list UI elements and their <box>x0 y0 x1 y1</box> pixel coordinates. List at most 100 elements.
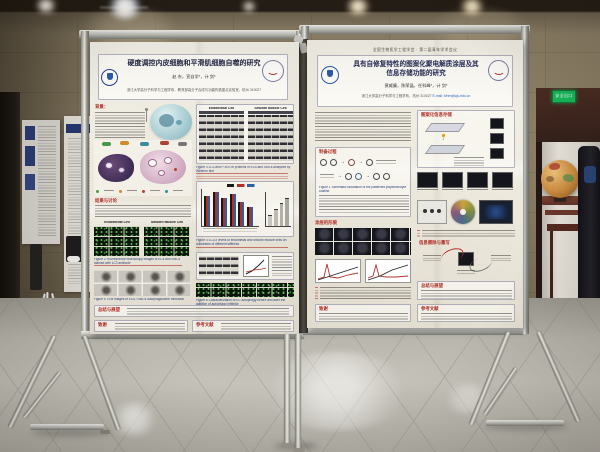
table-leg <box>550 231 553 299</box>
references-box: 参考文献 <box>192 320 294 332</box>
section-label-references: 参考文献 <box>196 322 214 327</box>
ceiling-light-flare <box>344 0 372 15</box>
ceiling-light-flare <box>34 0 58 13</box>
organelle <box>158 170 165 176</box>
acknowledgement-text <box>115 323 185 331</box>
stand-frame-top <box>299 25 530 34</box>
panel-side-text <box>272 256 292 276</box>
figure-caption: Figure 4 LC3-II levels of endothelial an… <box>196 239 287 246</box>
exit-sign: 安全出口 <box>552 90 576 103</box>
pattern-sample <box>490 133 504 144</box>
stand-frame-bottom <box>81 331 304 339</box>
reaction-arrow-icon: → <box>358 159 363 165</box>
table <box>545 210 600 215</box>
stand-leg <box>295 334 301 452</box>
mixed-figure-panel <box>196 252 294 280</box>
section-label-results: 结果与讨论 <box>95 198 117 203</box>
conference-seal-icon <box>262 60 284 82</box>
figure-caption: Figure 2 Fluorescence microscopy images … <box>94 258 181 264</box>
schematic-illustration <box>94 140 192 196</box>
pattern-sample <box>490 148 504 159</box>
pattern-sample <box>490 118 504 129</box>
poster-authors: 黄威廉，陈荣晶，任科峰*，计 剑* <box>384 83 448 88</box>
preparation-paragraph <box>319 195 409 214</box>
section-label-references: 参考文献 <box>421 306 439 311</box>
western-blot-figure: Endothelial Cell Smooth Muscle Cell <box>196 104 294 164</box>
ceiling-light-flare <box>458 0 486 15</box>
organelle <box>105 162 113 169</box>
human-figure-icon <box>145 108 148 111</box>
molecule-icon <box>140 142 149 146</box>
bar-chart-figure <box>196 181 294 237</box>
section-label-summary: 总结与展望 <box>98 307 120 312</box>
fluorescence-image-grid <box>94 226 140 256</box>
organelle <box>148 159 157 167</box>
organelle-dot <box>174 168 177 171</box>
floor-shadow <box>32 428 112 437</box>
figure-caption: Figure 1 Schematic illustration of the p… <box>319 186 407 192</box>
background-poster-header <box>25 126 35 140</box>
table <box>542 196 600 205</box>
spectra-plot <box>315 259 361 283</box>
poster-affiliation: 浙江大学高分子科学与工程学系，教育部高分子合成与功能构造重点实验室，杭州 310… <box>126 88 262 92</box>
down-arrow-icon: ↓ <box>442 136 445 142</box>
poster-affiliation: 浙江大学高分子科学与工程学系，杭州 310027 E-mail: kfren@z… <box>326 93 506 98</box>
background-poster-header <box>25 174 35 190</box>
floor-shadow <box>484 422 568 431</box>
blot-bands <box>199 115 244 161</box>
cell-illustration-oval <box>150 104 192 140</box>
background-poster-stand <box>22 120 60 244</box>
patterning-figure: 图案化信息存储 ↓ <box>417 110 515 168</box>
blot-bands <box>248 115 293 161</box>
layer-sheet <box>424 123 466 132</box>
cell-cartoon-stiff <box>98 154 134 182</box>
figure-side-notes <box>454 157 484 166</box>
results-paragraph <box>95 205 191 218</box>
blot-header-endothelial: Endothelial Cell <box>208 107 235 110</box>
stand-foot-pad <box>100 430 110 434</box>
stand-foot-pad <box>293 448 304 452</box>
section-label-acknowledgement: 致谢 <box>319 306 328 311</box>
human-figure-icon <box>145 111 147 122</box>
background-poster-header <box>25 146 35 166</box>
rewriting-cycle-diagram: 信息擦除与重写 <box>417 240 515 277</box>
layer-sheet <box>424 145 466 154</box>
poster-title: 硬度调控内皮细胞和平滑肌细胞自噬的研究 <box>127 60 261 67</box>
pattern-image-row <box>417 172 515 194</box>
section-label-rewriting: 信息擦除与重写 <box>419 240 450 245</box>
conference-seal-icon <box>488 60 509 81</box>
table-shelf <box>547 224 600 231</box>
red-note-line <box>196 247 288 250</box>
x-axis-labels <box>203 228 257 232</box>
reaction-arrow-icon: → <box>365 173 370 179</box>
panel-header-endothelial: Endothelial Cell <box>104 221 130 224</box>
bullet-text <box>320 287 411 300</box>
email-link: E-mail: kfren@zju.edu.cn <box>432 94 471 98</box>
organelle <box>164 157 172 164</box>
globe-land-patch <box>549 163 560 170</box>
left-poster: 硬度调控内皮细胞和平滑肌细胞自噬的研究 赵 东，宣自学*，计 剑* 浙江大学高分… <box>90 42 299 334</box>
references-box: 参考文献 <box>417 304 515 322</box>
molecule-icon <box>178 142 187 146</box>
background-person-shoe <box>67 256 80 262</box>
background-paragraph <box>95 112 145 140</box>
ceiling-light-flare <box>240 1 258 12</box>
university-logo-icon <box>321 66 339 84</box>
globe-land-patch <box>563 174 574 182</box>
frame-joint-gap <box>299 39 308 333</box>
university-logo-icon <box>101 69 118 86</box>
person-backpack <box>584 166 596 183</box>
poster-title-line1: 具有自修复特性的图案化聚电解质涂层及其 <box>353 61 479 68</box>
molecule-icon <box>120 141 129 145</box>
line-plot <box>243 255 269 277</box>
cell-nucleus <box>159 114 174 127</box>
stand-frame-top <box>79 30 308 39</box>
spectra-plot <box>365 259 411 283</box>
numbered-bullets <box>417 230 515 238</box>
section-label-preparation: 制备过程 <box>319 149 337 154</box>
cycle-label <box>457 270 475 274</box>
stand-foot-bar <box>30 424 104 430</box>
fluorescence-strip <box>196 283 294 297</box>
section-label-patterning: 图案化信息存储 <box>421 112 452 117</box>
